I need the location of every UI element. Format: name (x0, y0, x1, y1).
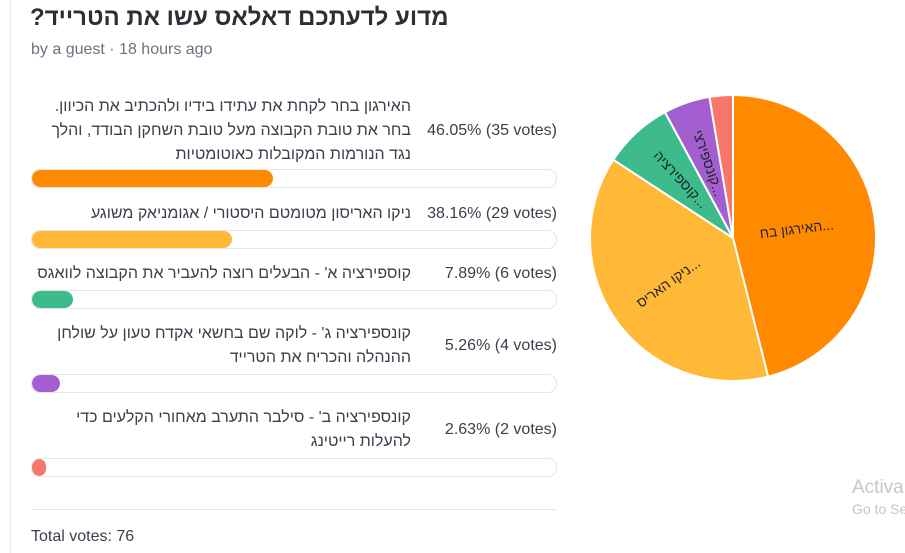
option-stats: 5.26% (4 votes) (445, 334, 557, 358)
pie-slice (589, 158, 770, 382)
option-bar (31, 230, 557, 249)
option-bar (31, 374, 557, 393)
option-text: קונספירציה ג' - לוקה שם בחשאי אקדח טעון … (57, 325, 411, 366)
option-percent: 46.05% (427, 122, 482, 139)
option-text: קוספירציה א' - הבעלים רוצה להעביר את הקב… (37, 265, 411, 282)
poll-option: האירגון בחר לקחת את עתידו בידיו ולהכתיב … (31, 95, 557, 190)
poll-option: קוספירציה א' - הבעלים רוצה להעביר את הקב… (31, 262, 557, 312)
option-text: ניקו האריסון מטומטם היסטורי / אגומניאק מ… (90, 205, 411, 222)
left-border (10, 0, 11, 553)
poll-option: קונספירציה ג' - לוקה שם בחשאי אקדח טעון … (31, 322, 557, 394)
option-percent: 5.26% (444, 337, 491, 354)
option-bar-fill (32, 170, 274, 187)
pie-slice (732, 93, 877, 378)
activation-watermark-title: Activa (852, 477, 904, 498)
option-votes: (2 votes) (494, 421, 557, 438)
option-votes: (29 votes) (485, 205, 557, 222)
option-percent: 38.16% (427, 205, 482, 222)
option-stats: 7.89% (6 votes) (445, 262, 557, 286)
total-votes: Total votes: 76 (31, 528, 135, 545)
option-text: האירגון בחר לקחת את עתידו בידיו ולהכתיב … (51, 98, 411, 163)
option-bar-fill (32, 231, 232, 248)
option-bar (31, 458, 557, 477)
option-stats: 2.63% (2 votes) (445, 418, 557, 442)
pie-chart: האירגון בח...ניקו האריס...קוספירציה...קו… (589, 93, 877, 382)
option-stats: 38.16% (29 votes) (427, 202, 557, 226)
option-bar (31, 169, 557, 188)
option-stats: 46.05% (35 votes) (427, 119, 557, 143)
option-bar (31, 290, 557, 309)
poll-option: ניקו האריסון מטומטם היסטורי / אגומניאק מ… (31, 202, 557, 252)
option-bar-fill (32, 375, 60, 392)
option-bar-fill (32, 291, 74, 308)
poll-title: מדוע לדעתכם דאלאס עשו את הטרייד? (30, 4, 449, 31)
option-percent: 7.89% (444, 265, 491, 282)
divider (31, 509, 556, 510)
poll-meta: by a guest · 18 hours ago (31, 41, 213, 58)
option-votes: (4 votes) (494, 337, 557, 354)
poll-option: קונספירציה ב' - סילבר התערב מאחורי הקלעי… (31, 406, 557, 478)
option-bar-fill (32, 459, 46, 476)
option-percent: 2.63% (444, 421, 491, 438)
option-votes: (6 votes) (494, 265, 557, 282)
option-text: קונספירציה ב' - סילבר התערב מאחורי הקלעי… (76, 409, 411, 450)
pie-slice (708, 93, 734, 239)
activation-watermark-subtitle: Go to Se (852, 501, 905, 517)
option-votes: (35 votes) (485, 122, 557, 139)
